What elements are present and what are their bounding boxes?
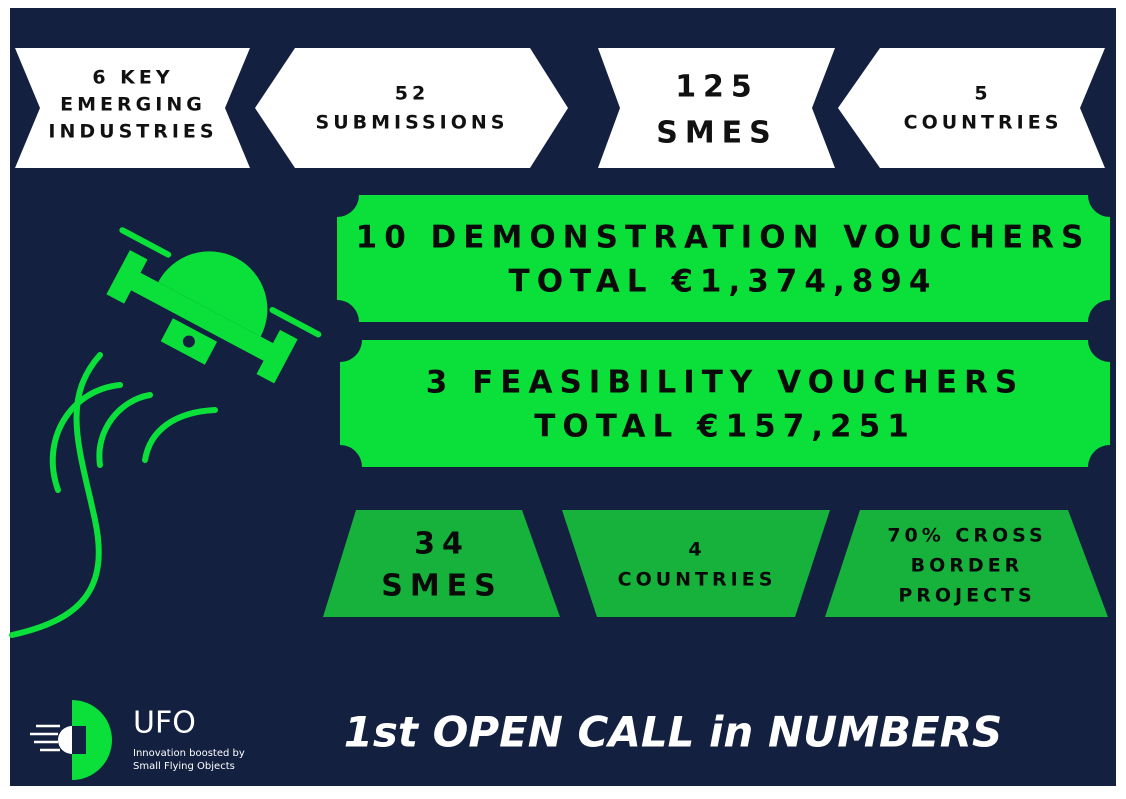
stat-shape <box>255 48 568 168</box>
small-stat-text: 34 <box>414 527 470 562</box>
voucher-text: TOTAL €1,374,894 <box>509 264 938 300</box>
small-stat-text: PROJECTS <box>898 585 1035 607</box>
logo-mark <box>30 700 112 780</box>
stat-trapezoid <box>562 510 830 617</box>
voucher-ticket <box>340 340 1110 467</box>
logo-tagline: Innovation boosted by <box>133 748 245 759</box>
voucher-text: TOTAL €157,251 <box>534 409 916 445</box>
small-stat-text: BORDER <box>911 555 1024 577</box>
stat-text: INDUSTRIES <box>48 121 217 143</box>
stat-text: COUNTRIES <box>904 112 1063 134</box>
stat-shape <box>598 48 835 168</box>
stat-shape <box>15 48 250 168</box>
drone-illustration <box>9 227 322 638</box>
stat-text: SMES <box>656 116 778 151</box>
stat-text: SUBMISSIONS <box>316 112 509 134</box>
stat-trapezoid <box>323 510 560 617</box>
stat-text: 6 KEY <box>92 67 173 89</box>
small-stat-text: 70% CROSS <box>887 525 1046 547</box>
voucher-ticket <box>337 195 1110 322</box>
stat-shape <box>838 48 1105 168</box>
voucher-text: 3 FEASIBILITY VOUCHERS <box>426 365 1024 401</box>
page-title: 1st OPEN CALL in NUMBERS <box>344 708 1003 757</box>
voucher-text: 10 DEMONSTRATION VOUCHERS <box>356 220 1091 256</box>
small-stat-text: COUNTRIES <box>618 569 777 591</box>
small-stat-text: SMES <box>381 569 503 604</box>
logo-name: UFO <box>133 706 196 741</box>
stat-text: 52 <box>395 83 429 105</box>
stat-text: EMERGING <box>60 94 206 116</box>
stat-text: 125 <box>675 70 759 105</box>
stat-trapezoid <box>825 510 1108 617</box>
small-stat-text: 4 <box>688 539 705 561</box>
logo-tagline: Small Flying Objects <box>133 761 235 772</box>
stat-text: 5 <box>974 83 991 105</box>
